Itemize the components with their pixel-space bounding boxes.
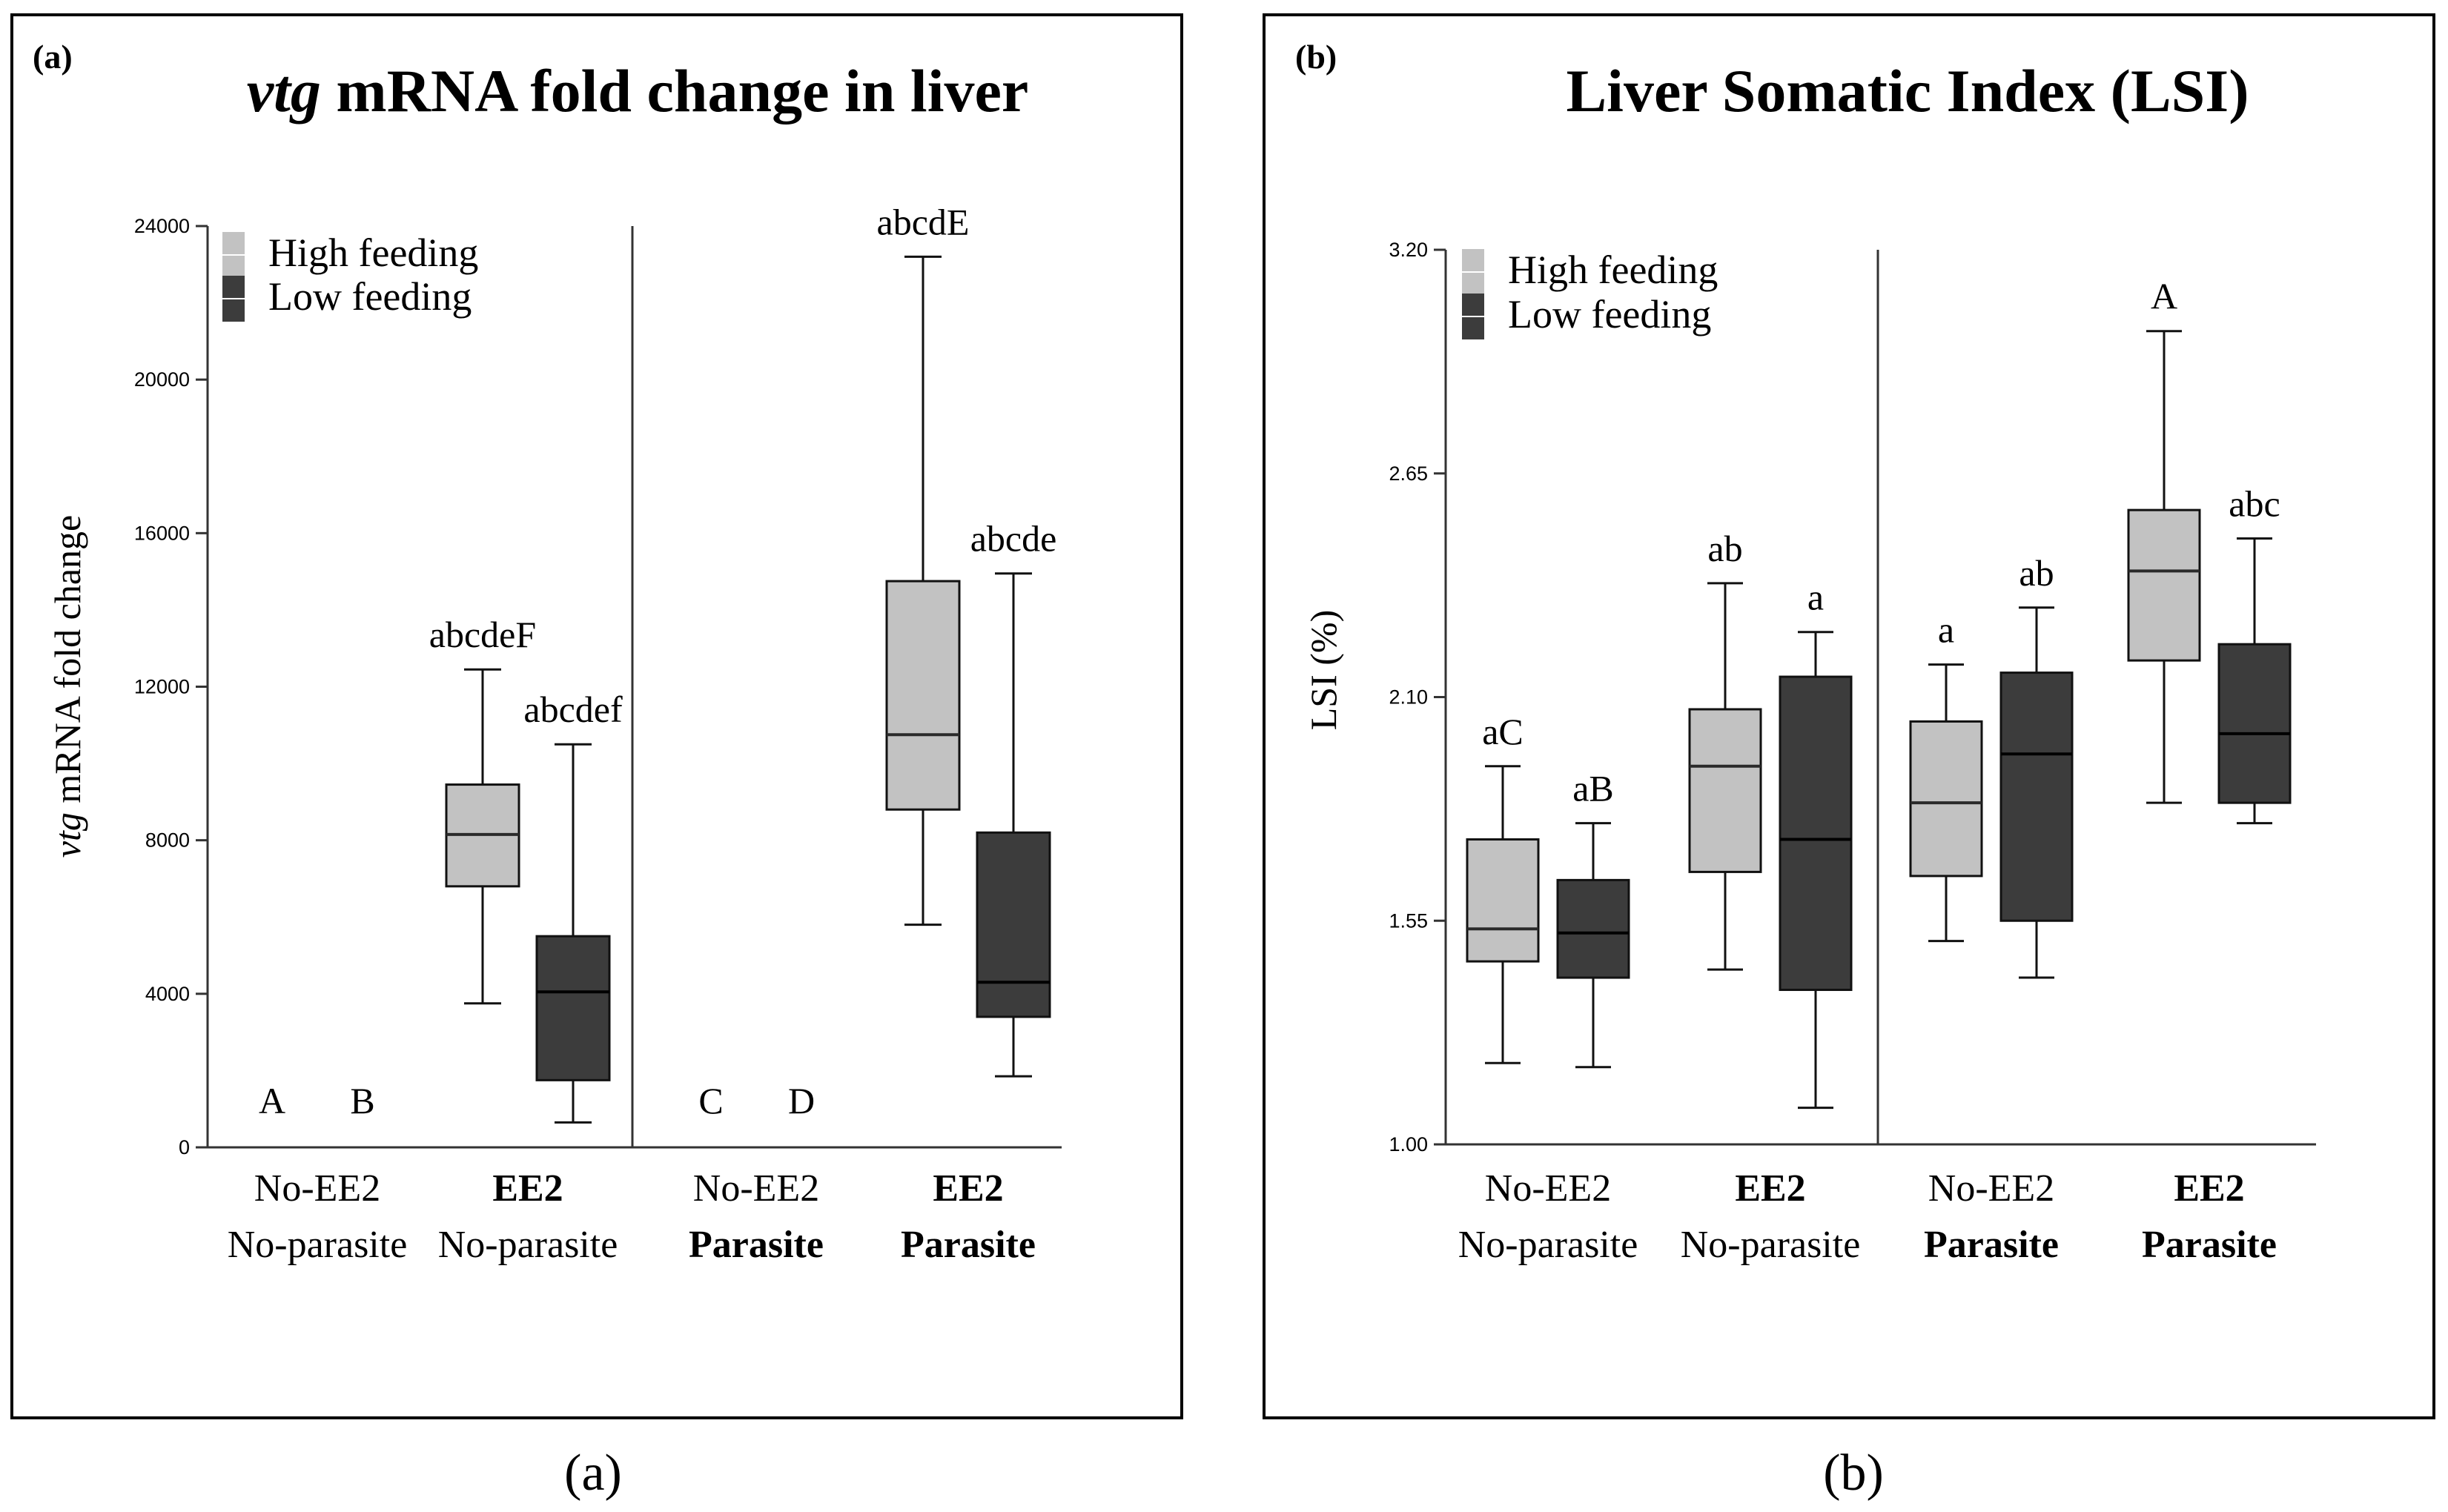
box-iqr bbox=[1909, 720, 1983, 878]
y-tick-label: 2.65 bbox=[1389, 462, 1428, 485]
panel-frame bbox=[10, 13, 1183, 1419]
significance-label: C bbox=[698, 1080, 723, 1121]
significance-label: A bbox=[2151, 276, 2177, 317]
ylabel-italic-part: vtg bbox=[47, 812, 88, 858]
y-tick-label: 12000 bbox=[134, 676, 190, 698]
y-tick-label: 2.10 bbox=[1389, 686, 1428, 709]
significance-label: abcdef bbox=[523, 689, 623, 730]
group-label-treatment: No-EE2 bbox=[1485, 1167, 1611, 1210]
group-label-treatment: No-EE2 bbox=[693, 1167, 819, 1210]
group-label-infection: Parasite bbox=[1924, 1224, 2059, 1266]
significance-label: aC bbox=[1482, 711, 1524, 752]
title-italic-part: vtg bbox=[247, 57, 321, 125]
group-label-treatment: No-EE2 bbox=[254, 1167, 380, 1210]
box-iqr bbox=[976, 831, 1051, 1018]
box-iqr bbox=[885, 580, 961, 811]
box-iqr bbox=[2217, 643, 2292, 804]
caption-b: (b) bbox=[1823, 1445, 1884, 1502]
group-label-treatment: EE2 bbox=[2174, 1167, 2244, 1210]
significance-label: abcdE bbox=[877, 201, 970, 242]
box-iqr bbox=[535, 935, 611, 1081]
significance-label: abc bbox=[2229, 483, 2280, 525]
y-axis-label: LSI (%) bbox=[1303, 610, 1344, 730]
group-label-infection: No-parasite bbox=[1458, 1224, 1638, 1266]
significance-label: B bbox=[350, 1080, 374, 1121]
y-tick-label: 0 bbox=[179, 1136, 190, 1158]
box-iqr bbox=[1466, 838, 1540, 963]
significance-label: a bbox=[1938, 609, 1954, 651]
significance-label: ab bbox=[2019, 552, 2054, 594]
legend-label-low: Low feeding bbox=[268, 274, 472, 319]
panel-tag: (b) bbox=[1295, 38, 1337, 76]
y-tick-label: 1.55 bbox=[1389, 909, 1428, 932]
chart-title: vtg mRNA fold change in liver bbox=[247, 57, 1029, 125]
y-tick-label: 8000 bbox=[145, 829, 190, 852]
y-axis-label: vtg mRNA fold change bbox=[47, 515, 88, 858]
box-iqr bbox=[2127, 508, 2201, 662]
group-label-treatment: No-EE2 bbox=[1928, 1167, 2054, 1210]
significance-label: A bbox=[259, 1080, 285, 1121]
group-label-infection: No-parasite bbox=[1681, 1224, 1861, 1266]
group-label-treatment: EE2 bbox=[492, 1167, 563, 1210]
box-iqr bbox=[1556, 878, 1630, 979]
y-tick-label: 4000 bbox=[145, 983, 190, 1005]
legend-label-high: High feeding bbox=[1508, 248, 1718, 292]
chart-title: Liver Somatic Index (LSI) bbox=[1566, 57, 2249, 125]
y-tick-label: 20000 bbox=[134, 368, 190, 391]
ylabel-text: mRNA fold change bbox=[47, 515, 88, 812]
legend-label-high: High feeding bbox=[268, 231, 478, 275]
ylabel-text: LSI (%) bbox=[1303, 610, 1344, 730]
group-label-infection: No-parasite bbox=[438, 1224, 618, 1266]
group-label-infection: Parasite bbox=[901, 1224, 1036, 1266]
group-label-treatment: EE2 bbox=[1735, 1167, 1805, 1210]
group-label-infection: No-parasite bbox=[228, 1224, 408, 1266]
y-tick-label: 3.20 bbox=[1389, 239, 1428, 261]
caption-a: (a) bbox=[564, 1445, 622, 1502]
panel-b-lsi: (b) Liver Somatic Index (LSI) LSI (%) 1.00 1… bbox=[1263, 13, 2435, 1419]
significance-label: abcde bbox=[970, 518, 1057, 560]
y-tick-label: 1.00 bbox=[1389, 1133, 1428, 1155]
panel-frame bbox=[1263, 13, 2435, 1419]
box-iqr bbox=[1999, 672, 2074, 922]
box-iqr bbox=[1779, 675, 1853, 992]
significance-label: D bbox=[788, 1080, 815, 1121]
group-label-treatment: EE2 bbox=[933, 1167, 1003, 1210]
significance-label: a bbox=[1807, 577, 1824, 618]
panel-tag: (a) bbox=[33, 38, 73, 76]
group-label-infection: Parasite bbox=[689, 1224, 824, 1266]
legend-label-low: Low feeding bbox=[1508, 292, 1711, 336]
significance-label: ab bbox=[1707, 528, 1742, 569]
title-text: mRNA fold change in liver bbox=[321, 57, 1028, 125]
group-label-infection: Parasite bbox=[2142, 1224, 2277, 1266]
significance-label: abcdeF bbox=[429, 614, 536, 655]
significance-label: aB bbox=[1572, 768, 1614, 809]
box-iqr bbox=[1688, 708, 1762, 873]
y-tick-label: 16000 bbox=[134, 522, 190, 544]
y-tick-label: 24000 bbox=[134, 215, 190, 237]
title-text: Liver Somatic Index (LSI) bbox=[1566, 57, 2249, 125]
